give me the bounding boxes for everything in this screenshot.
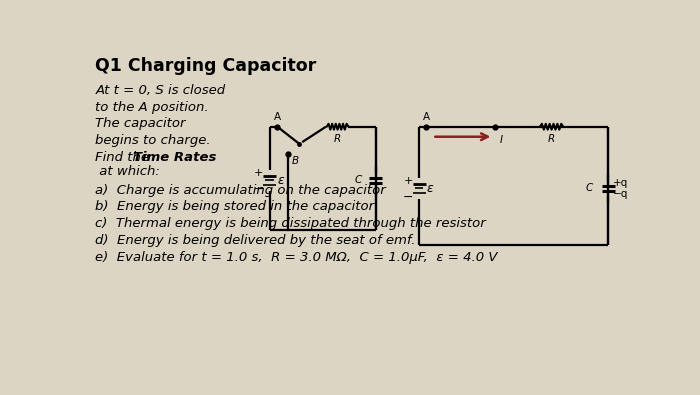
Text: ε: ε <box>277 174 284 187</box>
Text: A: A <box>423 112 430 122</box>
Text: d)  Energy is being delivered by the seat of emf.: d) Energy is being delivered by the seat… <box>95 234 416 247</box>
Text: R: R <box>548 134 555 145</box>
Text: c)  Thermal energy is being dissipated through the resistor: c) Thermal energy is being dissipated th… <box>95 217 486 230</box>
Text: begins to charge.: begins to charge. <box>95 134 211 147</box>
Text: ε: ε <box>427 182 434 195</box>
Text: Q1 Charging Capacitor: Q1 Charging Capacitor <box>95 57 316 75</box>
Text: A: A <box>274 112 281 122</box>
Text: +: + <box>254 167 263 178</box>
Text: a)  Charge is accumulating on the capacitor: a) Charge is accumulating on the capacit… <box>95 184 386 197</box>
Text: Time Rates: Time Rates <box>133 151 216 164</box>
Text: +q: +q <box>613 178 628 188</box>
Text: C: C <box>355 175 362 185</box>
Text: +: + <box>404 176 413 186</box>
Text: e)  Evaluate for t = 1.0 s,  R = 3.0 MΩ,  C = 1.0μF,  ε = 4.0 V: e) Evaluate for t = 1.0 s, R = 3.0 MΩ, C… <box>95 251 498 264</box>
Text: B: B <box>291 156 298 166</box>
Text: b)  Energy is being stored in the capacitor: b) Energy is being stored in the capacit… <box>95 200 374 213</box>
Text: The capacitor: The capacitor <box>95 117 186 130</box>
Text: Find the: Find the <box>95 151 153 164</box>
Text: R: R <box>334 134 341 145</box>
Text: At t = 0, S is closed: At t = 0, S is closed <box>95 84 225 97</box>
Text: −q: −q <box>613 189 629 199</box>
Text: to the A position.: to the A position. <box>95 101 209 113</box>
Text: I: I <box>500 135 503 145</box>
Text: −: − <box>253 183 264 196</box>
Text: at which:: at which: <box>95 165 160 178</box>
Text: −: − <box>403 191 414 204</box>
Text: C: C <box>585 183 593 194</box>
